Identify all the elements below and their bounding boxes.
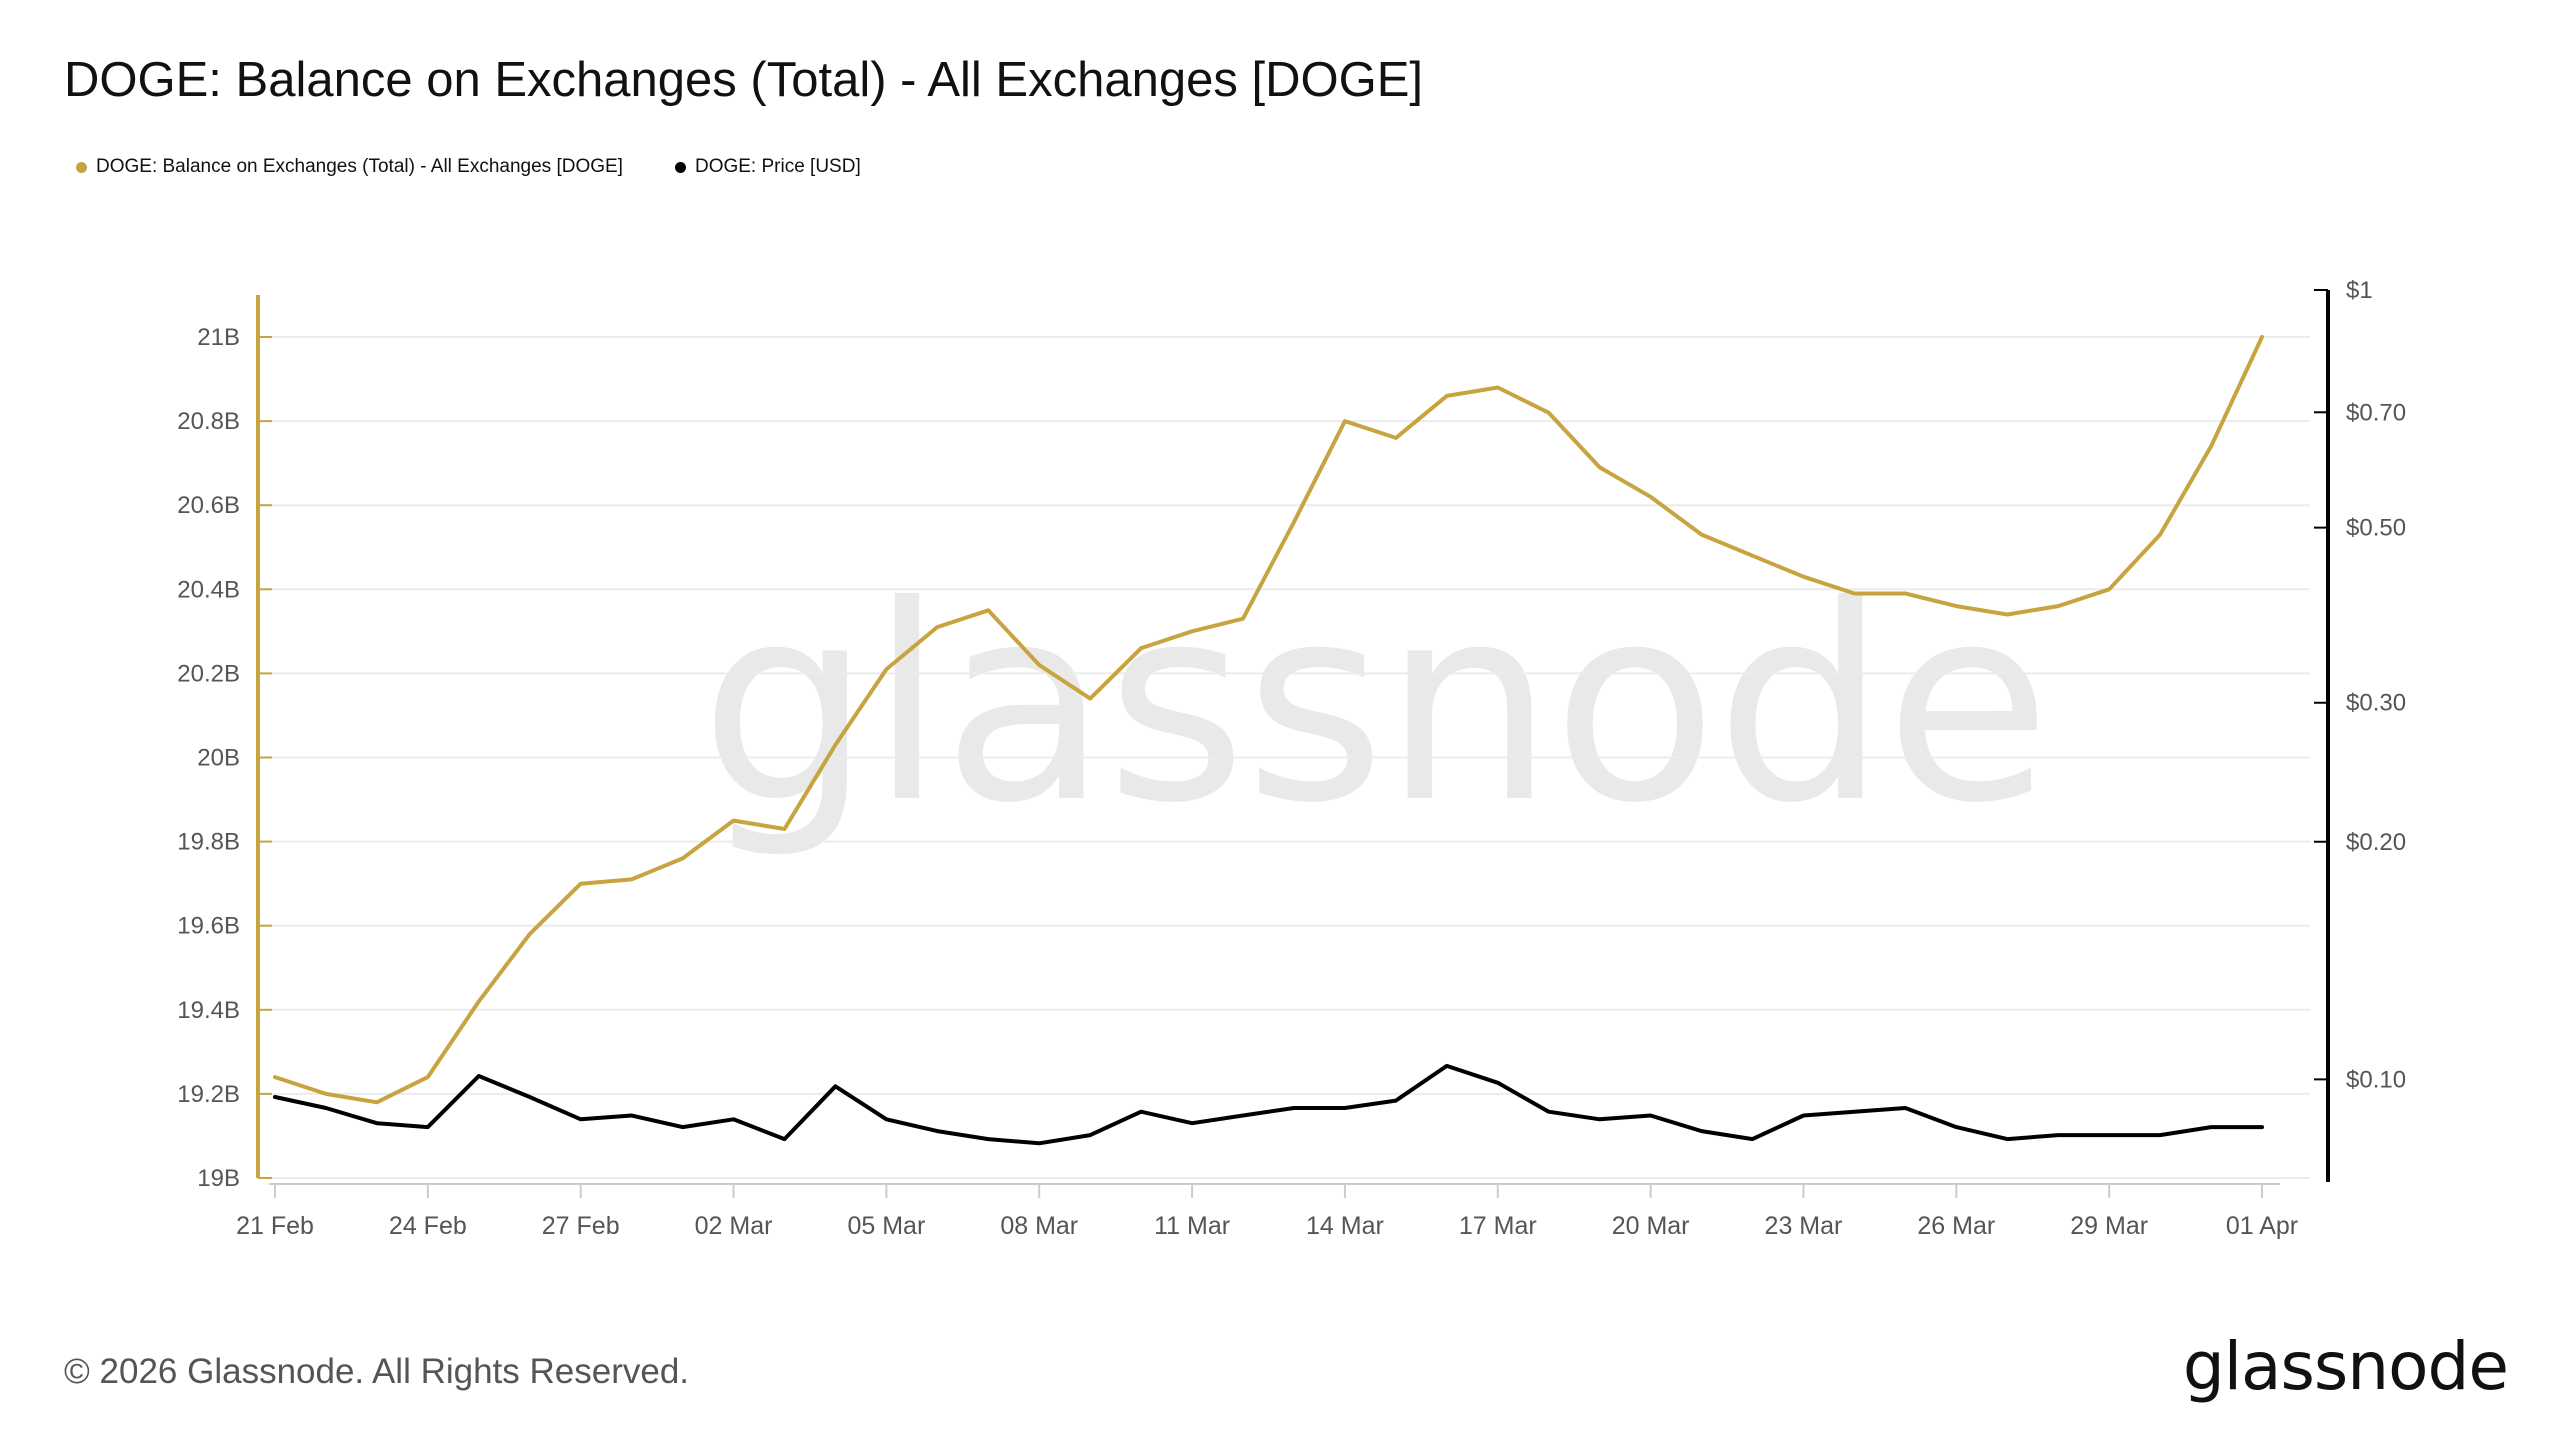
legend-item-price[interactable]: DOGE: Price [USD] (674, 156, 861, 178)
x-tick-label: 14 Mar (1306, 1212, 1384, 1240)
legend-dot-price (674, 161, 686, 173)
y-right-tick-label: $0.10 (2346, 1066, 2406, 1093)
legend-item-balance[interactable]: DOGE: Balance on Exchanges (Total) - All… (76, 156, 623, 178)
x-tick-label: 17 Mar (1459, 1212, 1537, 1240)
x-tick-label: 26 Mar (1917, 1212, 1995, 1240)
grid-lines (258, 336, 2310, 1179)
chart-title: DOGE: Balance on Exchanges (Total) - All… (64, 53, 1424, 107)
x-tick-label: 21 Feb (236, 1212, 314, 1240)
chart-axes (256, 289, 2330, 1198)
x-tick-label: 27 Feb (542, 1212, 620, 1240)
y-right-tick-label: $0.20 (2346, 829, 2406, 856)
x-tick-label: 11 Mar (1154, 1212, 1230, 1240)
y-left-tick-label: 20B (197, 745, 240, 772)
x-tick-label: 01 Apr (2226, 1212, 2298, 1240)
x-tick-label: 08 Mar (1000, 1212, 1078, 1240)
legend-label-balance: DOGE: Balance on Exchanges (Total) - All… (96, 156, 623, 177)
legend-label-price: DOGE: Price [USD] (694, 156, 861, 177)
y-left-tick-label: 20.8B (177, 408, 240, 435)
tick-labels: 19B 19.2B 19.4B 19.6B 19.8B 20B 20.2B 20.4B 20.6… (177, 277, 2406, 1240)
x-tick-label: 23 Mar (1765, 1212, 1843, 1240)
y-left-tick-label: 19.4B (177, 997, 240, 1024)
legend-dot-balance (76, 161, 87, 173)
y-left-tick-label: 19.6B (177, 913, 240, 940)
x-tick-label: 20 Mar (1612, 1212, 1690, 1240)
y-left-tick-label: 21B (197, 324, 240, 351)
series-line-price (273, 1063, 2264, 1146)
chart-legend: DOGE: Balance on Exchanges (Total) - All… (76, 156, 861, 178)
x-tick-label: 24 Feb (389, 1212, 467, 1240)
y-left-tick-label: 20.2B (177, 660, 240, 687)
copyright-text: © 2026 Glassnode. All Rights Reserved. (64, 1352, 690, 1391)
y-right-tick-label: $0.30 (2346, 690, 2406, 717)
y-left-tick-label: 19.8B (177, 829, 240, 856)
watermark-logo: glassnode (700, 547, 2051, 862)
x-tick-label: 29 Mar (2070, 1212, 2148, 1240)
x-tick-label: 05 Mar (847, 1212, 925, 1240)
y-left-tick-label: 20.6B (177, 492, 240, 519)
y-left-tick-label: 19B (197, 1165, 240, 1192)
y-left-tick-label: 20.4B (177, 576, 240, 603)
y-right-tick-label: $0.70 (2346, 399, 2406, 426)
series-line-balance (273, 335, 2264, 1105)
y-left-tick-label: 19.2B (177, 1081, 240, 1108)
x-tick-label: 02 Mar (695, 1212, 773, 1240)
series-lines (273, 335, 2264, 1146)
glassnode-logo: glassnode (2182, 1328, 2509, 1405)
y-right-tick-label: $0.50 (2346, 515, 2406, 542)
y-right-tick-label: $1 (2346, 277, 2373, 304)
